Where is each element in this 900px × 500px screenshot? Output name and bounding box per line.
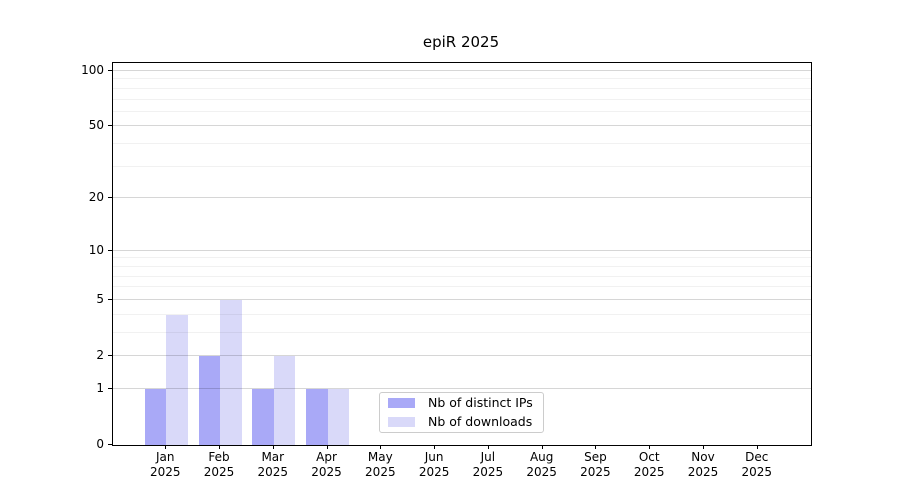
x-tick-label-sep: Sep 2025 bbox=[580, 450, 611, 479]
x-axis-tick bbox=[219, 445, 220, 449]
gridline-minor-4 bbox=[113, 313, 811, 315]
gridline-minor-8 bbox=[113, 265, 811, 267]
gridline-minor-7 bbox=[113, 275, 811, 277]
gridline-minor-70 bbox=[113, 98, 811, 100]
bar-apr-distinct-ips bbox=[306, 388, 328, 445]
x-axis-tick bbox=[756, 445, 758, 449]
y-axis-tick bbox=[108, 387, 112, 389]
x-axis-tick bbox=[541, 445, 543, 449]
x-axis-tick bbox=[434, 445, 436, 449]
x-tick-label-aug: Aug 2025 bbox=[526, 450, 557, 479]
chart-title: epiR 2025 bbox=[422, 33, 500, 51]
plot-area bbox=[112, 62, 812, 446]
legend-label-downloads: Nb of downloads bbox=[428, 414, 533, 429]
y-axis-tick bbox=[108, 444, 112, 445]
bar-jan-distinct-ips bbox=[144, 388, 167, 445]
y-axis-tick bbox=[108, 70, 112, 71]
x-tick-label-dec: Dec 2025 bbox=[741, 450, 773, 479]
x-tick-label-nov: Nov 2025 bbox=[687, 450, 719, 479]
gridline-major-20 bbox=[113, 197, 811, 199]
bar-feb-downloads bbox=[220, 299, 242, 445]
x-tick-label-jan: Jan 2025 bbox=[149, 450, 181, 479]
y-tick-label: 2 bbox=[96, 347, 104, 362]
x-axis-tick bbox=[702, 445, 704, 449]
legend-entry-distinct-ips: Nb of distinct IPs bbox=[386, 395, 537, 411]
x-axis-tick bbox=[326, 445, 328, 449]
gridline-minor-6 bbox=[113, 286, 811, 288]
gridline-minor-60 bbox=[113, 110, 811, 112]
bar-mar-downloads bbox=[273, 355, 296, 445]
legend-entry-downloads: Nb of downloads bbox=[386, 414, 537, 430]
y-tick-label: 1 bbox=[96, 380, 104, 395]
gridline-major-2 bbox=[113, 354, 811, 356]
y-tick-label: 10 bbox=[88, 242, 104, 257]
gridline-major-50 bbox=[113, 125, 811, 127]
gridline-major-1 bbox=[113, 387, 811, 389]
gridline-minor-80 bbox=[113, 87, 811, 89]
x-axis-tick bbox=[165, 445, 167, 449]
x-axis-tick bbox=[487, 445, 489, 449]
y-tick-label: 5 bbox=[96, 291, 104, 306]
y-axis-tick bbox=[108, 197, 112, 199]
legend: Nb of distinct IPs Nb of downloads bbox=[379, 392, 544, 433]
x-tick-label-feb: Feb 2025 bbox=[203, 450, 235, 479]
x-axis-tick bbox=[272, 445, 274, 449]
legend-label-distinct-ips: Nb of distinct IPs bbox=[428, 395, 533, 410]
bar-apr-downloads bbox=[327, 388, 350, 445]
y-axis-tick bbox=[108, 298, 112, 300]
gridline-minor-40 bbox=[113, 143, 811, 145]
gridline-major-100 bbox=[113, 70, 811, 71]
x-tick-label-oct: Oct 2025 bbox=[633, 450, 665, 479]
gridline-minor-90 bbox=[113, 78, 811, 80]
bar-mar-distinct-ips bbox=[252, 388, 274, 445]
x-axis-tick bbox=[649, 445, 651, 449]
x-axis-tick bbox=[595, 445, 597, 449]
x-tick-label-jul: Jul 2025 bbox=[472, 450, 504, 479]
gridline-major-5 bbox=[113, 298, 811, 300]
y-axis-tick bbox=[108, 354, 112, 356]
y-tick-label: 20 bbox=[88, 190, 104, 205]
gridline-minor-30 bbox=[113, 165, 811, 167]
y-tick-label: 50 bbox=[88, 118, 104, 133]
gridline-minor-9 bbox=[113, 257, 811, 259]
y-tick-label: 0 bbox=[96, 437, 104, 451]
bar-feb-distinct-ips bbox=[198, 355, 220, 445]
legend-swatch-distinct-ips bbox=[388, 398, 415, 408]
gridline-major-10 bbox=[113, 249, 811, 251]
x-tick-label-apr: Apr 2025 bbox=[311, 450, 342, 479]
x-axis-tick bbox=[380, 445, 382, 449]
bar-jan-downloads bbox=[166, 314, 188, 445]
legend-swatch-downloads bbox=[388, 417, 415, 427]
gridline-minor-3 bbox=[113, 331, 811, 333]
x-tick-label-may: May 2025 bbox=[365, 450, 396, 479]
y-tick-label: 100 bbox=[81, 63, 104, 77]
x-tick-label-mar: Mar 2025 bbox=[257, 450, 289, 479]
y-axis-tick bbox=[108, 125, 112, 127]
y-axis-tick bbox=[108, 249, 112, 251]
x-tick-label-jun: Jun 2025 bbox=[418, 450, 450, 479]
